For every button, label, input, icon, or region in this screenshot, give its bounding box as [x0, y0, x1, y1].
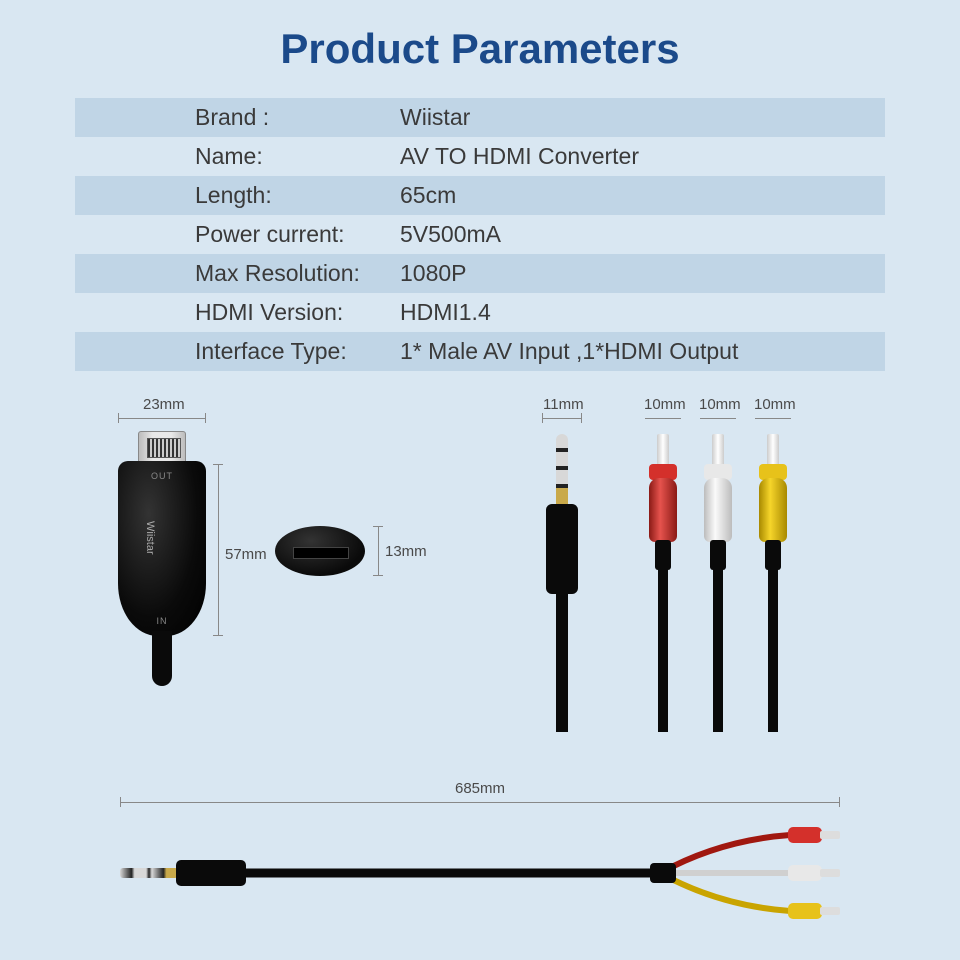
adapter-out-label: OUT — [118, 471, 206, 481]
param-value: 1* Male AV Input ,1*HDMI Output — [400, 338, 885, 365]
rca-yellow-illustration — [755, 434, 791, 694]
jack-cable — [556, 592, 568, 732]
rca-body — [649, 478, 677, 542]
dim-line — [700, 418, 736, 419]
dim-rca2: 10mm — [699, 396, 741, 413]
param-value: 1080P — [400, 260, 885, 287]
dim-line — [542, 418, 582, 419]
param-label: HDMI Version: — [195, 299, 400, 326]
dim-line — [378, 526, 379, 576]
dim-tick — [581, 413, 582, 423]
param-row: Power current: 5V500mA — [75, 215, 885, 254]
param-value: 65cm — [400, 182, 885, 209]
rca-neck — [710, 540, 726, 570]
page-title: Product Parameters — [0, 0, 960, 98]
rca-tip — [657, 434, 669, 466]
cable-assembly-illustration: 685mm — [0, 780, 960, 960]
dim-tick — [213, 464, 223, 465]
cable-svg — [0, 780, 960, 960]
rca-red-illustration — [645, 434, 681, 694]
dim-line — [755, 418, 791, 419]
dim-rca3: 10mm — [754, 396, 796, 413]
diagram-area: 23mm OUT Wiistar IN 57mm 13mm 11mm 10mm … — [0, 396, 960, 746]
param-row: Brand : Wiistar — [75, 98, 885, 137]
hdmi-connector-icon — [138, 431, 186, 463]
dim-tick — [373, 575, 383, 576]
rca-white-illustration — [700, 434, 736, 694]
dim-jack-width: 11mm — [543, 396, 584, 413]
audio-jack-illustration — [542, 434, 582, 694]
port-side-view — [275, 526, 365, 576]
rca-tip — [712, 434, 724, 466]
dim-tick — [213, 635, 223, 636]
jack-body — [546, 504, 578, 594]
param-row: Interface Type: 1* Male AV Input ,1*HDMI… — [75, 332, 885, 371]
adapter-brand-label: Wiistar — [144, 521, 156, 555]
param-value: Wiistar — [400, 104, 885, 131]
rca-tip — [767, 434, 779, 466]
param-label: Length: — [195, 182, 400, 209]
dim-adapter-height: 57mm — [225, 546, 267, 563]
param-label: Power current: — [195, 221, 400, 248]
param-row: Max Resolution: 1080P — [75, 254, 885, 293]
param-label: Interface Type: — [195, 338, 400, 365]
rca-cable — [768, 568, 778, 732]
rca-cable — [713, 568, 723, 732]
dim-line — [645, 418, 681, 419]
param-label: Brand : — [195, 104, 400, 131]
jack-tip — [556, 434, 568, 506]
dim-line — [218, 464, 219, 636]
param-value: 5V500mA — [400, 221, 885, 248]
adapter-illustration: OUT Wiistar IN — [118, 431, 206, 686]
dim-tick — [205, 413, 206, 423]
adapter-tail — [152, 631, 172, 686]
adapter-body: OUT Wiistar IN — [118, 461, 206, 636]
rca-neck — [765, 540, 781, 570]
param-value: AV TO HDMI Converter — [400, 143, 885, 170]
dim-tick — [118, 413, 119, 423]
rca-neck — [655, 540, 671, 570]
param-row: Name: AV TO HDMI Converter — [75, 137, 885, 176]
adapter-in-label: IN — [118, 616, 206, 626]
dim-port-height: 13mm — [385, 543, 427, 560]
rca-body — [759, 478, 787, 542]
rca-cable — [658, 568, 668, 732]
param-value: HDMI1.4 — [400, 299, 885, 326]
dim-tick — [373, 526, 383, 527]
dim-line — [118, 418, 206, 419]
param-row: HDMI Version: HDMI1.4 — [75, 293, 885, 332]
param-label: Max Resolution: — [195, 260, 400, 287]
dim-rca1: 10mm — [644, 396, 686, 413]
dim-adapter-width: 23mm — [143, 396, 185, 413]
rca-body — [704, 478, 732, 542]
params-table: Brand : Wiistar Name: AV TO HDMI Convert… — [75, 98, 885, 371]
param-label: Name: — [195, 143, 400, 170]
dim-tick — [542, 413, 543, 423]
param-row: Length: 65cm — [75, 176, 885, 215]
